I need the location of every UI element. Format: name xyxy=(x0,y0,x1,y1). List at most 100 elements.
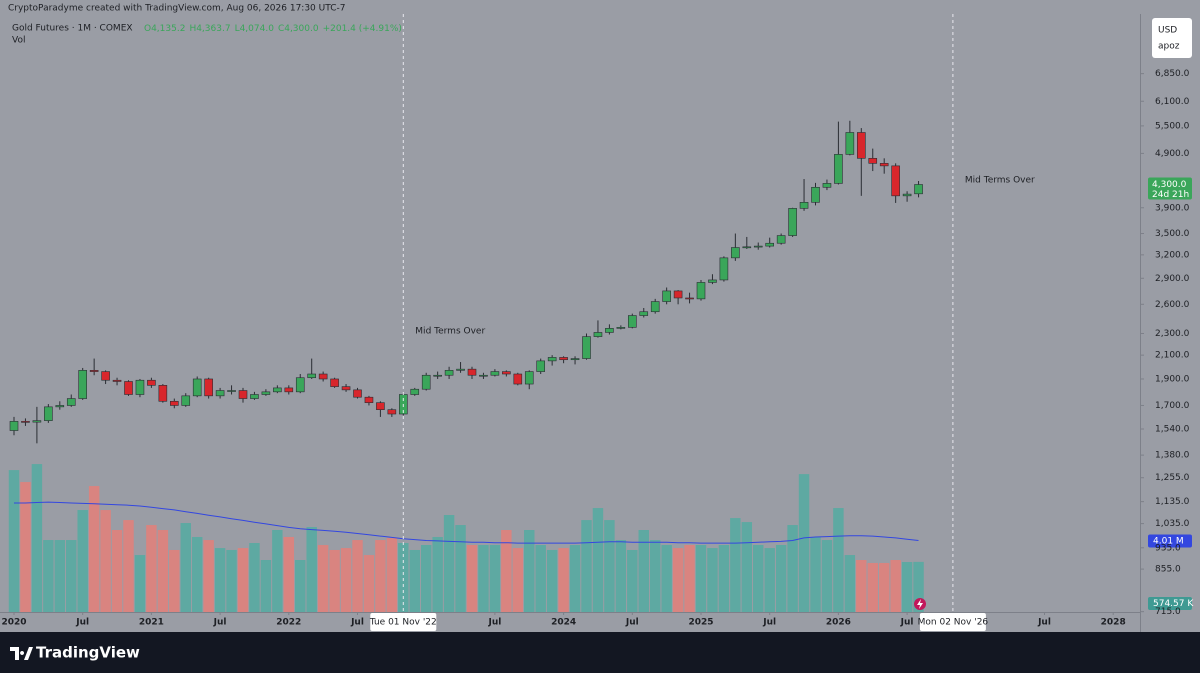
volume-bar xyxy=(260,560,272,612)
y-tick-label: 5,500.0 xyxy=(1155,121,1190,131)
volume-bar xyxy=(77,510,88,612)
candle-body xyxy=(582,336,591,359)
legend-change: +201.4 (+4.91%) xyxy=(323,24,402,34)
volume-bar xyxy=(489,545,501,612)
candle-body xyxy=(44,406,53,421)
volume-bar xyxy=(203,540,214,612)
candle-body xyxy=(479,374,488,377)
candle-body xyxy=(456,368,465,371)
volume-bar xyxy=(592,508,604,612)
candle-body xyxy=(570,358,580,361)
candle-body xyxy=(708,279,717,283)
candle-body xyxy=(788,208,797,236)
candle-body xyxy=(78,370,87,399)
volume-bar xyxy=(478,545,489,612)
volume-bar xyxy=(867,562,878,612)
x-tick-label: 2020 xyxy=(1,618,26,628)
volume-bar xyxy=(283,536,295,612)
candle-body xyxy=(891,165,900,197)
candle-body xyxy=(330,378,339,387)
candle-body xyxy=(902,193,912,197)
volume-bar xyxy=(455,525,466,612)
candle-body xyxy=(753,245,763,248)
volume-bar xyxy=(821,540,833,612)
candle-body xyxy=(650,301,660,313)
candle-body xyxy=(879,163,889,167)
y-tick-label: 1,700.0 xyxy=(1155,401,1190,411)
candle-body xyxy=(32,420,42,423)
volume-bar xyxy=(66,540,77,612)
volume-bar xyxy=(466,545,478,612)
volume-bar xyxy=(558,548,569,612)
x-tick-label: Jul xyxy=(900,618,914,628)
candle-body xyxy=(513,373,523,385)
volume-bar xyxy=(581,520,592,612)
candle-body xyxy=(9,421,19,431)
volume-bar xyxy=(146,525,157,612)
legend-close: C4,300.0 xyxy=(278,24,319,34)
volume-bar xyxy=(627,549,638,612)
y-tick-label: 3,500.0 xyxy=(1155,229,1190,239)
volume-bar xyxy=(878,562,890,612)
volume-bar xyxy=(226,549,237,612)
volume-legend: Vol xyxy=(12,36,25,46)
y-tick-label: 6,100.0 xyxy=(1155,97,1190,107)
currency-box[interactable] xyxy=(1152,18,1192,58)
y-tick-label: 6,850.0 xyxy=(1155,69,1190,79)
candle-body xyxy=(765,242,775,247)
legend-low: L4,074.0 xyxy=(235,24,275,34)
candle-body xyxy=(834,154,843,184)
candle-body xyxy=(318,373,328,380)
volume-ma-line xyxy=(14,501,919,544)
y-tick-label: 715.0 xyxy=(1155,607,1181,617)
candle-body xyxy=(444,370,454,376)
candle-body xyxy=(731,247,740,259)
y-tick-label: 2,300.0 xyxy=(1155,329,1190,339)
volume-bar xyxy=(386,538,398,612)
x-tick-label: Jul xyxy=(625,618,639,628)
candle-body xyxy=(868,158,878,164)
candle-body xyxy=(490,371,500,376)
candle-body xyxy=(845,132,855,155)
date-label: Tue 01 Nov '22 xyxy=(369,618,437,628)
candle-body xyxy=(273,387,282,393)
candle-body xyxy=(147,379,156,386)
volume-bar xyxy=(798,474,810,612)
volume-layer xyxy=(8,464,924,612)
y-tick-label: 935.0 xyxy=(1155,543,1181,553)
volume-bar xyxy=(844,555,856,612)
volume-bar xyxy=(615,540,627,612)
brand-logo xyxy=(10,647,33,660)
y-tick-label: 3,900.0 xyxy=(1155,203,1190,213)
legend-high: H4,363.7 xyxy=(189,24,230,34)
volume-bar xyxy=(180,523,191,612)
candle-body xyxy=(410,388,420,395)
volume-bar xyxy=(512,548,524,612)
volume-bar xyxy=(890,560,901,612)
volume-bar xyxy=(54,540,66,612)
candle-body xyxy=(856,132,866,159)
overlay-layer: Mid Terms Over Tue 01 Nov '22 Mid Terms Ov… xyxy=(369,14,1194,631)
candle-body xyxy=(547,357,557,362)
volume-bar xyxy=(443,515,455,612)
volume-bar xyxy=(501,530,512,612)
credit: CryptoParadyme created with TradingView.… xyxy=(8,4,345,14)
volume-bar xyxy=(856,560,867,612)
candle-body xyxy=(227,390,236,392)
last-price-tag xyxy=(1148,177,1192,200)
candle-body xyxy=(284,387,294,393)
volume-bar xyxy=(649,540,661,612)
x-tick-label: 2024 xyxy=(551,618,576,628)
volume-bar xyxy=(317,545,329,612)
volume-bar xyxy=(546,549,558,612)
volume-bar xyxy=(775,545,787,612)
candle-body xyxy=(421,374,431,390)
volume-bar xyxy=(409,549,420,612)
candle-body xyxy=(524,371,534,385)
candle-body xyxy=(295,377,305,393)
date-label-box xyxy=(919,613,986,631)
y-tick-label: 1,035.0 xyxy=(1155,519,1190,529)
candle-body xyxy=(250,394,259,399)
